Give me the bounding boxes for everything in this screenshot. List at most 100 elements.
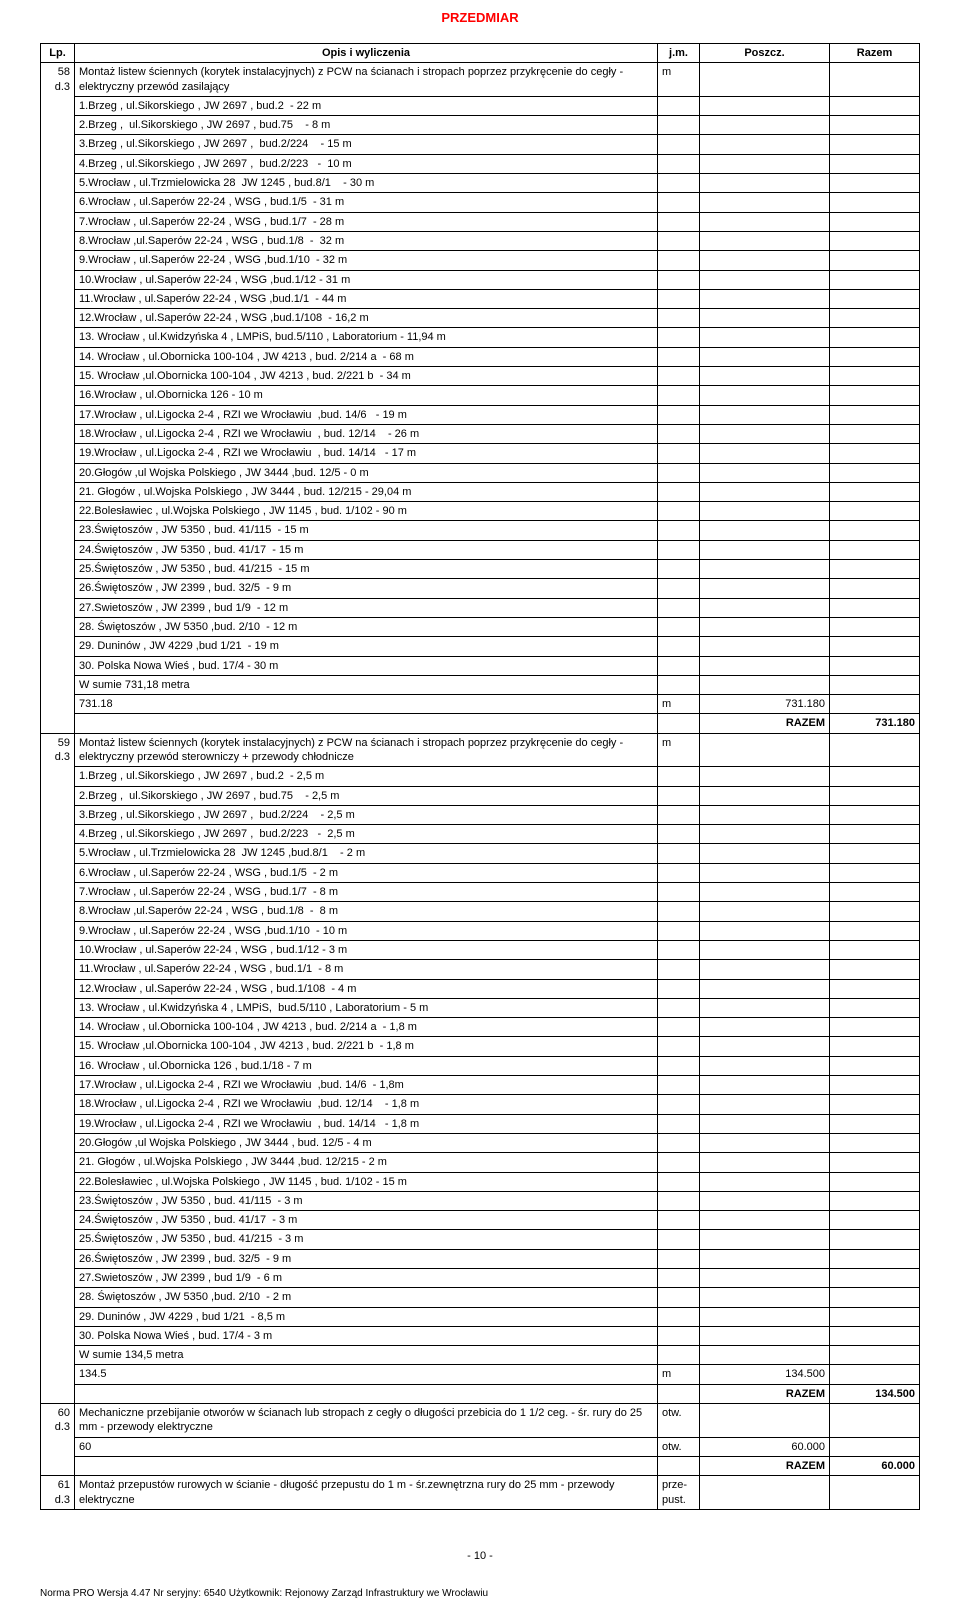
cell-jm [658,767,700,786]
desc-line-row: 25.Świętoszów , JW 5350 , bud. 41/215 - … [41,1230,920,1249]
cell-result-jm: otw. [658,1437,700,1456]
cell-razem [830,482,920,501]
desc-line-row: W sumie 134,5 metra [41,1346,920,1365]
cell-poszcz [700,960,830,979]
cell-desc-line: 29. Duninów , JW 4229 ,bud 1/21 - 19 m [75,637,658,656]
cell-razem [830,1018,920,1037]
cell-jm [658,1076,700,1095]
cell-jm [658,463,700,482]
desc-line-row: 14. Wrocław , ul.Obornicka 100-104 , JW … [41,347,920,366]
cell-poszcz [700,540,830,559]
cell-desc-line: 1.Brzeg , ul.Sikorskiego , JW 2697 , bud… [75,96,658,115]
cell-razem [830,521,920,540]
cell-desc-line: 13. Wrocław , ul.Kwidzyńska 4 , LMPiS, b… [75,998,658,1017]
cell-razem [830,502,920,521]
cell-razem [830,444,920,463]
desc-line-row: 19.Wrocław , ul.Ligocka 2-4 , RZI we Wro… [41,444,920,463]
desc-line-row: 5.Wrocław , ul.Trzmielowicka 28 JW 1245 … [41,844,920,863]
cell-razem [830,637,920,656]
cell-jm: otw. [658,1404,700,1438]
cell-jm [658,1133,700,1152]
cell-poszcz [700,940,830,959]
razem-row: RAZEM134.500 [41,1384,920,1403]
cell-poszcz [700,1133,830,1152]
cell-desc-line: 3.Brzeg , ul.Sikorskiego , JW 2697 , bud… [75,135,658,154]
desc-line-row: 3.Brzeg , ul.Sikorskiego , JW 2697 , bud… [41,135,920,154]
cell-jm [658,1269,700,1288]
cell-jm [658,96,700,115]
cell-jm [658,116,700,135]
cell-lp: 61d.3 [41,1476,75,1510]
cell-razem [830,695,920,714]
cell-razem [830,96,920,115]
cell-desc-line: 25.Świętoszów , JW 5350 , bud. 41/215 - … [75,1230,658,1249]
desc-line-row: 19.Wrocław , ul.Ligocka 2-4 , RZI we Wro… [41,1114,920,1133]
cell-razem [830,1153,920,1172]
cell-desc-line: 23.Świętoszów , JW 5350 , bud. 41/115 - … [75,521,658,540]
cell-razem [830,1133,920,1152]
cell-jm [658,1307,700,1326]
cell-jm [658,540,700,559]
cell-empty [658,714,700,733]
cell-desc-line: 27.Swietoszów , JW 2399 , bud 1/9 - 6 m [75,1269,658,1288]
desc-line-row: 4.Brzeg , ul.Sikorskiego , JW 2697 , bud… [41,154,920,173]
cell-desc-line: 29. Duninów , JW 4229 , bud 1/21 - 8,5 m [75,1307,658,1326]
cell-razem [830,1172,920,1191]
desc-line-row: 18.Wrocław , ul.Ligocka 2-4 , RZI we Wro… [41,1095,920,1114]
result-row: 134.5m134.500 [41,1365,920,1384]
desc-line-row: 1.Brzeg , ul.Sikorskiego , JW 2697 , bud… [41,767,920,786]
group-heading-row: 60d.3Mechaniczne przebijanie otworów w ś… [41,1404,920,1438]
cell-razem [830,1114,920,1133]
cell-poszcz [700,733,830,767]
cell-razem [830,598,920,617]
cell-razem [830,1365,920,1384]
cell-poszcz [700,328,830,347]
cell-poszcz [700,1249,830,1268]
cell-razem-value: 60.000 [830,1456,920,1475]
cell-desc-line: 2.Brzeg , ul.Sikorskiego , JW 2697 , bud… [75,116,658,135]
cell-poszcz [700,883,830,902]
desc-line-row: 3.Brzeg , ul.Sikorskiego , JW 2697 , bud… [41,805,920,824]
cell-poszcz [700,998,830,1017]
cell-razem [830,1307,920,1326]
cell-jm [658,805,700,824]
desc-line-row: 11.Wrocław , ul.Saperów 22-24 , WSG , bu… [41,960,920,979]
cell-poszcz [700,1326,830,1345]
cell-poszcz [700,1288,830,1307]
cell-razem [830,675,920,694]
cell-desc-line: 23.Świętoszów , JW 5350 , bud. 41/115 - … [75,1191,658,1210]
cell-razem [830,154,920,173]
cell-razem [830,998,920,1017]
cell-desc-line: 30. Polska Nowa Wieś , bud. 17/4 - 30 m [75,656,658,675]
desc-line-row: 9.Wrocław , ul.Saperów 22-24 , WSG ,bud.… [41,251,920,270]
result-row: 731.18m731.180 [41,695,920,714]
cell-poszcz [700,251,830,270]
cell-poszcz [700,309,830,328]
desc-line-row: 15. Wrocław ,ul.Obornicka 100-104 , JW 4… [41,367,920,386]
cell-heading: Montaż przepustów rurowych w ścianie - d… [75,1476,658,1510]
cell-razem [830,883,920,902]
cell-poszcz [700,96,830,115]
cell-razem [830,579,920,598]
cell-razem [830,1230,920,1249]
cell-razem [830,328,920,347]
cell-razem [830,174,920,193]
cell-poszcz [700,921,830,940]
cell-desc-line: 9.Wrocław , ul.Saperów 22-24 , WSG ,bud.… [75,921,658,940]
cell-poszcz [700,844,830,863]
cell-razem-value: 731.180 [830,714,920,733]
cell-razem [830,386,920,405]
cell-razem [830,367,920,386]
cell-desc-line: 8.Wrocław ,ul.Saperów 22-24 , WSG , bud.… [75,902,658,921]
cell-poszcz [700,1307,830,1326]
cell-poszcz [700,1211,830,1230]
cell-desc-line: 11.Wrocław , ul.Saperów 22-24 , WSG ,bud… [75,289,658,308]
desc-line-row: 26.Świętoszów , JW 2399 , bud. 32/5 - 9 … [41,1249,920,1268]
cell-razem [830,767,920,786]
desc-line-row: 24.Świętoszów , JW 5350 , bud. 41/17 - 3… [41,1211,920,1230]
cell-poszcz [700,656,830,675]
cell-poszcz [700,424,830,443]
cell-razem-label: RAZEM [700,1384,830,1403]
cell-razem-label: RAZEM [700,714,830,733]
cell-jm [658,1191,700,1210]
